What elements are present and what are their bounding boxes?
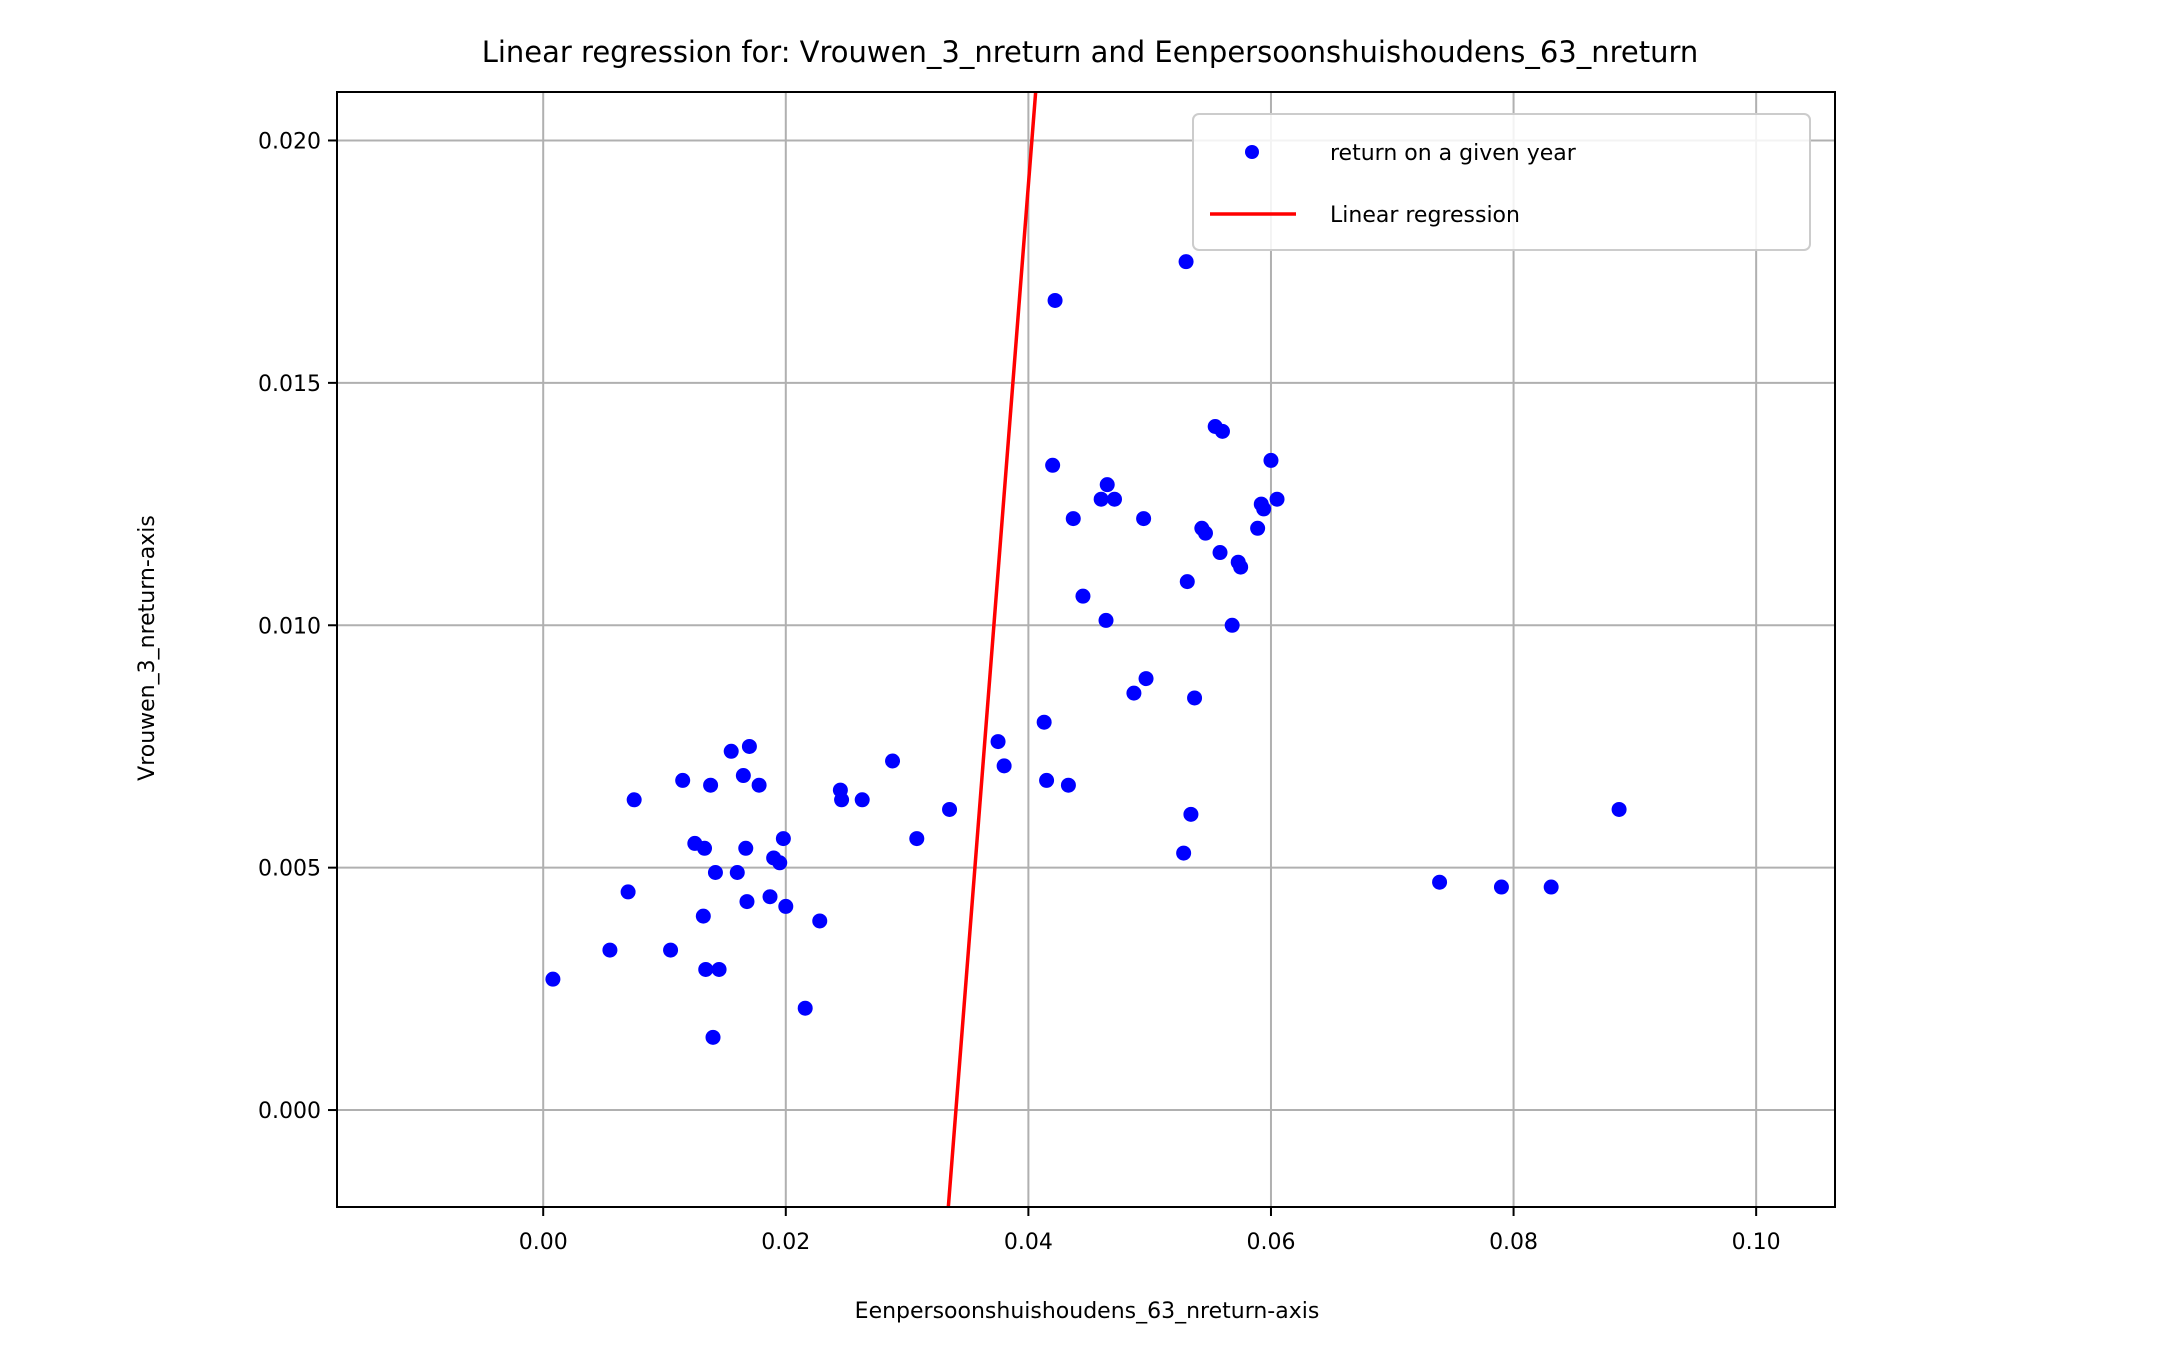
legend: return on a given year Linear regression xyxy=(1192,113,1811,251)
data-point xyxy=(1224,617,1240,633)
data-point xyxy=(663,942,679,958)
data-point xyxy=(705,1029,721,1045)
data-point xyxy=(772,855,788,871)
data-point xyxy=(707,865,723,880)
data-point xyxy=(942,801,958,817)
data-point xyxy=(885,753,901,769)
data-point xyxy=(1126,685,1142,701)
data-point xyxy=(698,961,714,977)
plot-frame xyxy=(336,91,1836,1208)
data-point xyxy=(751,777,767,793)
legend-marker-points xyxy=(1245,145,1259,159)
data-point xyxy=(812,913,828,929)
data-point xyxy=(1493,879,1509,895)
data-point xyxy=(1060,777,1076,793)
data-point xyxy=(1039,772,1055,788)
data-point xyxy=(1093,491,1109,507)
data-point xyxy=(626,792,642,808)
data-point xyxy=(778,898,794,914)
data-point xyxy=(1075,588,1091,604)
data-point xyxy=(1178,254,1194,270)
data-point xyxy=(695,908,711,924)
regression-line-group xyxy=(946,91,1038,1208)
data-point xyxy=(620,884,636,900)
legend-label-points: return on a given year xyxy=(1330,141,1577,166)
data-point xyxy=(854,792,870,808)
data-point xyxy=(1099,477,1115,493)
data-point xyxy=(1065,511,1081,527)
data-point xyxy=(1187,690,1203,706)
data-point xyxy=(1176,845,1192,861)
data-point xyxy=(762,889,778,905)
data-point xyxy=(1263,452,1279,468)
data-point xyxy=(990,734,1006,750)
legend-box xyxy=(1192,113,1811,251)
data-point xyxy=(1138,671,1154,687)
data-point xyxy=(741,738,757,754)
x-tick-label: 0.06 xyxy=(1246,1230,1295,1255)
y-tick-label: 0.000 xyxy=(258,1099,321,1124)
x-axis-label: Eenpersoonshuishoudens_63_nreturn-axis xyxy=(855,1299,1320,1324)
data-point xyxy=(545,971,561,987)
data-point xyxy=(1611,801,1627,817)
data-point xyxy=(602,942,618,958)
data-points xyxy=(545,254,1627,1045)
y-axis-label: Vrouwen_3_nreturn-axis xyxy=(135,515,160,781)
data-point xyxy=(1543,879,1559,895)
data-point xyxy=(675,772,691,788)
data-point xyxy=(1432,874,1448,890)
data-point xyxy=(1256,501,1272,517)
data-point xyxy=(1197,525,1213,541)
data-point xyxy=(834,792,850,808)
data-point xyxy=(797,1000,813,1016)
data-point xyxy=(697,840,713,856)
y-axis-ticks: 0.000 0.005 0.010 0.015 0.020 xyxy=(258,129,337,1124)
data-point xyxy=(1098,612,1114,628)
y-tick-label: 0.005 xyxy=(258,857,321,882)
data-point xyxy=(735,768,751,784)
data-point xyxy=(1233,559,1249,575)
data-point xyxy=(909,831,925,847)
regression-line xyxy=(946,91,1038,1208)
data-point xyxy=(1214,423,1230,439)
x-tick-label: 0.00 xyxy=(519,1230,568,1255)
data-point xyxy=(739,894,755,910)
data-point xyxy=(1045,457,1061,473)
x-axis-ticks: 0.00 0.02 0.04 0.06 0.08 0.10 xyxy=(519,1207,1781,1255)
data-point xyxy=(1269,491,1285,507)
data-point xyxy=(1036,714,1052,730)
data-point xyxy=(723,743,739,759)
data-point xyxy=(1136,511,1152,527)
x-tick-label: 0.08 xyxy=(1489,1230,1538,1255)
data-point xyxy=(1250,520,1266,536)
x-tick-label: 0.04 xyxy=(1004,1230,1053,1255)
x-tick-label: 0.10 xyxy=(1732,1230,1781,1255)
data-point xyxy=(711,961,727,977)
y-tick-label: 0.020 xyxy=(258,129,321,154)
data-point xyxy=(738,840,754,856)
data-point xyxy=(703,777,719,793)
data-point xyxy=(729,865,745,880)
chart-title: Linear regression for: Vrouwen_3_nreturn… xyxy=(482,35,1699,69)
data-point xyxy=(1183,806,1199,822)
x-tick-label: 0.02 xyxy=(761,1230,810,1255)
data-point xyxy=(1179,574,1195,590)
data-point xyxy=(996,758,1012,774)
legend-label-line: Linear regression xyxy=(1330,203,1520,228)
data-point xyxy=(1047,292,1063,308)
data-point xyxy=(1212,545,1228,561)
y-tick-label: 0.010 xyxy=(258,614,321,639)
data-point xyxy=(1107,491,1123,507)
data-point xyxy=(775,831,791,847)
y-tick-label: 0.015 xyxy=(258,372,321,397)
